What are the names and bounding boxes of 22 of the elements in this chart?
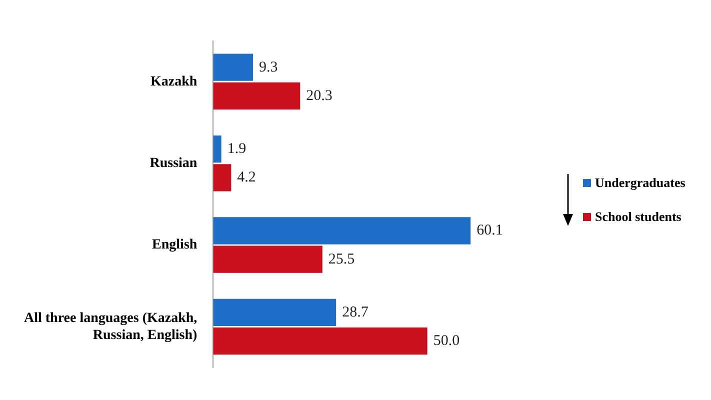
legend-label: Undergraduates (595, 175, 686, 191)
data-label: 20.3 (306, 88, 332, 104)
legend-label: School students (595, 209, 682, 225)
bar (213, 327, 428, 355)
y-tick-label: All three languages (Kazakh, Russian, English) (24, 310, 198, 343)
bar (213, 298, 336, 326)
bar (213, 54, 254, 81)
data-label: 50.0 (433, 332, 460, 349)
y-tick-label: Kazakh (150, 74, 198, 90)
bar (213, 82, 300, 110)
data-label: 25.5 (328, 251, 355, 268)
data-label: 28.7 (342, 304, 369, 320)
bar (213, 217, 471, 244)
bar (213, 164, 232, 192)
data-label: 1.9 (227, 140, 246, 157)
data-label: 4.2 (237, 170, 256, 186)
data-label: 60.1 (476, 222, 503, 239)
data-label: 9.3 (259, 59, 278, 76)
bar (213, 246, 322, 273)
bar (213, 135, 222, 163)
y-tick-label: English (152, 238, 198, 253)
y-tick-label: Russian (150, 156, 198, 171)
